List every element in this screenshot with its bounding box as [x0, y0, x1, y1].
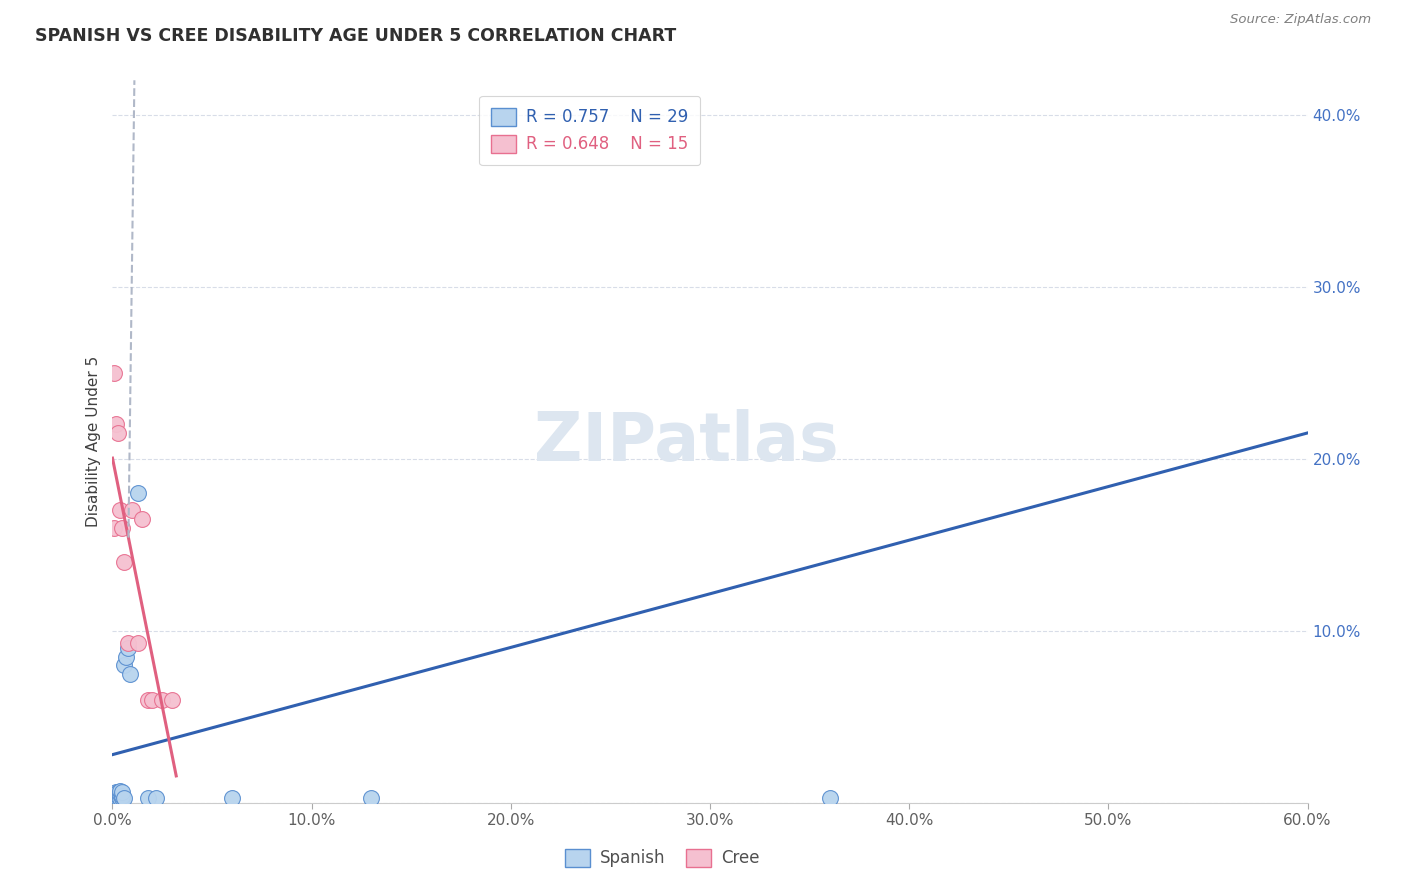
Point [105, 787, 128, 801]
Point [150, 692, 173, 706]
Point [107, 792, 129, 806]
Point [114, 555, 135, 569]
Point [111, 785, 134, 799]
Point [110, 503, 132, 517]
Point [107, 790, 129, 805]
Point [127, 636, 149, 650]
Point [107, 785, 129, 799]
Point [360, 790, 382, 805]
Point [110, 790, 132, 805]
Point [138, 790, 160, 805]
Point [105, 417, 128, 432]
Point [115, 649, 138, 664]
Point [121, 503, 143, 517]
Point [105, 785, 128, 799]
Point [145, 790, 167, 805]
Point [111, 789, 134, 803]
Point [162, 692, 183, 706]
Point [117, 640, 139, 655]
Text: Source: ZipAtlas.com: Source: ZipAtlas.com [1230, 13, 1371, 27]
Point [103, 792, 125, 806]
Point [111, 520, 134, 534]
Point [105, 790, 128, 805]
Point [221, 790, 243, 805]
Point [114, 658, 135, 673]
Point [107, 425, 129, 440]
Point [117, 636, 139, 650]
Point [110, 784, 132, 798]
Legend: Spanish, Cree: Spanish, Cree [558, 842, 766, 874]
Point [114, 790, 135, 805]
Text: SPANISH VS CREE DISABILITY AGE UNDER 5 CORRELATION CHART: SPANISH VS CREE DISABILITY AGE UNDER 5 C… [35, 27, 676, 45]
Point [105, 789, 128, 803]
Point [141, 692, 163, 706]
Point [110, 787, 132, 801]
Point [120, 666, 142, 681]
Point [105, 792, 128, 806]
Point [131, 512, 153, 526]
Point [103, 787, 125, 801]
Point [818, 790, 841, 805]
Point [103, 520, 125, 534]
Text: ZIPatlas: ZIPatlas [534, 409, 838, 475]
Point [111, 790, 134, 805]
Point [138, 692, 160, 706]
Point [103, 790, 125, 805]
Y-axis label: Disability Age Under 5: Disability Age Under 5 [86, 356, 101, 527]
Point [107, 789, 129, 803]
Point [103, 366, 125, 380]
Point [127, 486, 149, 500]
